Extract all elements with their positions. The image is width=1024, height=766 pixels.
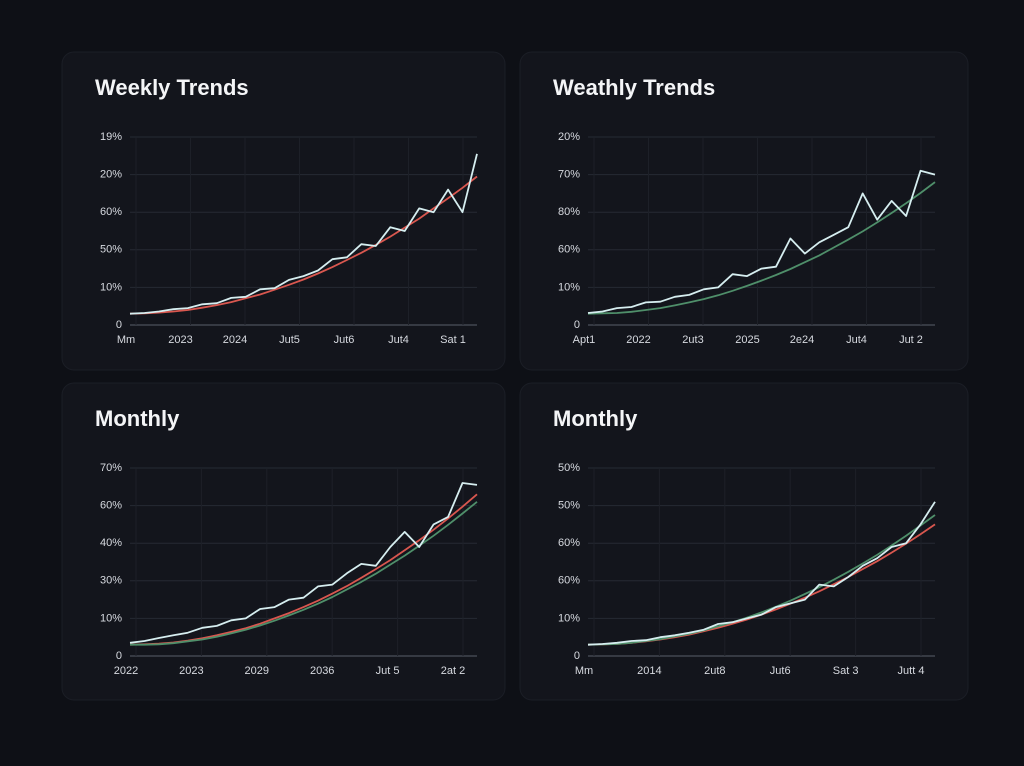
x-tick-label: 2014 [637,665,661,677]
y-tick-label: 0 [574,650,580,662]
x-tick-label: 2e24 [790,334,814,346]
y-tick-label: 60% [558,575,580,587]
x-tick-label: 2022 [114,665,138,677]
x-tick-label: Sat 3 [833,665,859,677]
series-line [587,169,936,314]
y-tick-label: 60% [100,500,122,512]
x-tick-label: Jut4 [388,334,409,346]
y-tick-label: 70% [558,169,580,181]
x-tick-label: Jut6 [334,334,355,346]
panel [61,51,506,371]
x-tick-label: 2025 [735,334,759,346]
x-tick-label: 2022 [626,334,650,346]
x-tick-label: Jut4 [846,334,867,346]
y-tick-label: 0 [116,319,122,331]
y-tick-label: 80% [558,206,580,218]
y-tick-label: 20% [100,169,122,181]
x-tick-label: Jut5 [279,334,300,346]
x-tick-label: Jut6 [770,665,791,677]
y-tick-label: 0 [116,650,122,662]
y-tick-label: 20% [558,131,580,143]
panel [61,382,506,701]
panel [519,51,969,371]
y-tick-label: 60% [558,537,580,549]
y-tick-label: 10% [558,612,580,624]
series-line [129,175,478,315]
chart-title: Monthly [553,406,638,431]
y-tick-label: 19% [100,131,122,143]
x-tick-label: Mm [575,665,593,677]
series-line [587,181,936,315]
x-tick-label: 2ut8 [704,665,725,677]
y-tick-label: 70% [100,462,122,474]
y-tick-label: 60% [100,206,122,218]
y-tick-label: 50% [100,244,122,256]
x-tick-label: 2024 [223,334,247,346]
x-tick-label: Jutt 4 [898,665,925,677]
x-tick-label: 2029 [245,665,269,677]
x-tick-label: 2023 [179,665,203,677]
y-tick-label: 10% [100,612,122,624]
x-tick-label: Jut 5 [376,665,400,677]
y-tick-label: 10% [100,281,122,293]
y-tick-label: 0 [574,319,580,331]
series-line [129,482,478,644]
y-tick-label: 40% [100,537,122,549]
x-tick-label: 2023 [168,334,192,346]
series-line [587,501,936,646]
chart-title: Weekly Trends [95,75,249,100]
x-tick-label: Apt1 [573,334,596,346]
chart-title: Monthly [95,406,180,431]
y-tick-label: 10% [558,281,580,293]
y-tick-label: 50% [558,462,580,474]
x-tick-label: Sat 1 [440,334,466,346]
y-tick-label: 30% [100,575,122,587]
y-tick-label: 60% [558,244,580,256]
chart-title: Weathly Trends [553,75,715,100]
x-tick-label: Mm [117,334,135,346]
series-line [129,153,478,315]
x-tick-label: 2at 2 [441,665,465,677]
x-tick-label: 2036 [310,665,334,677]
y-tick-label: 50% [558,500,580,512]
x-tick-label: 2ut3 [682,334,703,346]
x-tick-label: Jut 2 [899,334,923,346]
